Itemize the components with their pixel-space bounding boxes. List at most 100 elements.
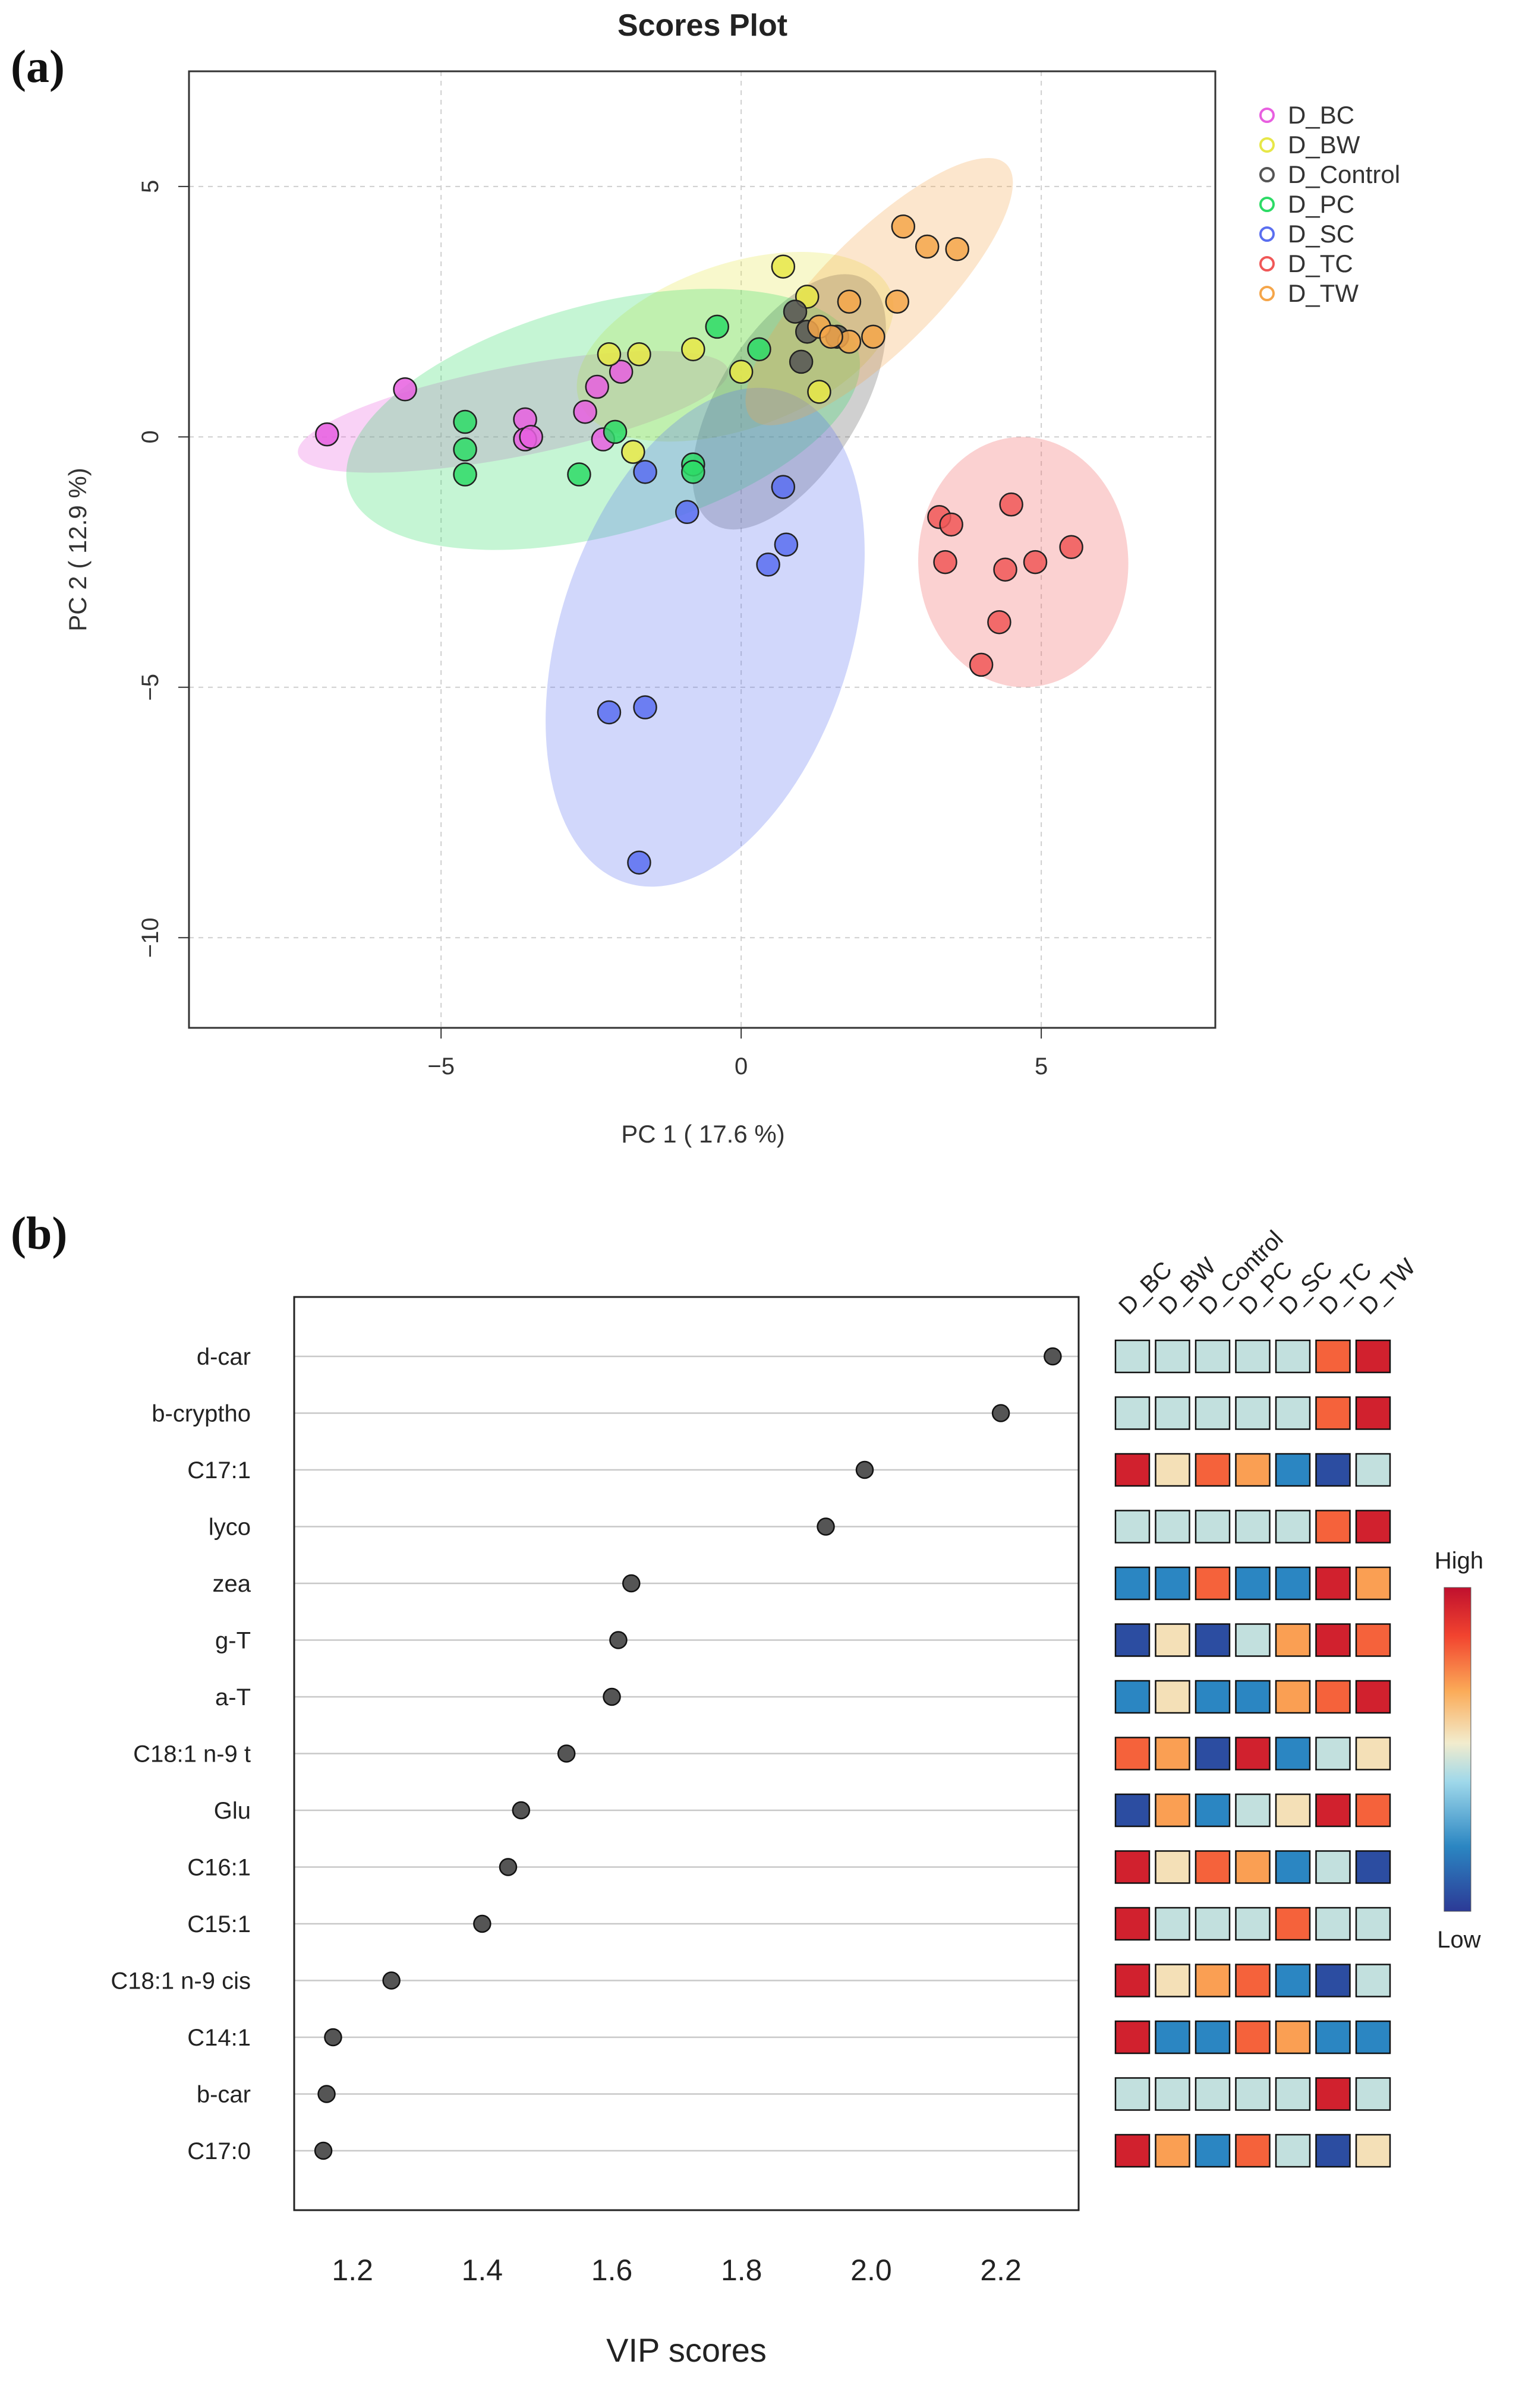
point-D_SC <box>633 695 657 719</box>
point-D_BW <box>807 380 831 404</box>
vip-point <box>473 1914 491 1933</box>
scores-y-tick-label: −5 <box>137 674 163 701</box>
scores-y-ticks: 5 0 −5 −10 <box>137 180 189 958</box>
heatmap-cell <box>1235 1964 1271 1997</box>
legend-label-D_BW: D_BW <box>1288 131 1360 159</box>
vip-x-tick-label: 1.4 <box>462 2254 503 2287</box>
vip-point <box>324 2028 342 2047</box>
point-D_BC <box>609 359 634 384</box>
vip-x-ticks: 1.2 1.4 1.6 1.8 2.0 2.2 <box>332 2254 1021 2287</box>
legend-marker-D_TW <box>1259 286 1275 301</box>
heatmap-cell <box>1195 1623 1231 1657</box>
vip-x-axis-label: VIP scores <box>606 2331 767 2369</box>
heatmap-cell <box>1114 1623 1151 1657</box>
point-D_SC <box>756 553 780 577</box>
heatmap-cell <box>1235 1907 1271 1941</box>
heatmap-cell <box>1155 1907 1190 1941</box>
heatmap-cell <box>1155 1623 1190 1657</box>
heatmap-cell <box>1355 1907 1391 1941</box>
point-D_TW <box>945 236 969 261</box>
vip-point <box>991 1404 1010 1422</box>
heatmap-cell <box>1114 1396 1151 1430</box>
heatmap-cell <box>1235 2020 1271 2054</box>
heatmap-cell <box>1235 1396 1271 1430</box>
heatmap-cell <box>1315 2134 1351 2168</box>
vip-feature-labels: d-car b-cryptho C17:1 lyco zea g-T a-T C18:1 n-… <box>111 1344 251 2164</box>
legend-label-D_PC: D_PC <box>1288 190 1354 218</box>
heatmap-cell <box>1195 2020 1231 2054</box>
vip-feature-label: lyco <box>209 1514 251 1541</box>
heatmap-cell <box>1235 1510 1271 1544</box>
point-D_PC <box>747 337 771 362</box>
vip-point <box>317 2085 336 2103</box>
legend-marker-D_BC <box>1259 108 1275 123</box>
heatmap-cell <box>1114 1964 1151 1997</box>
vip-feature-label: b-cryptho <box>152 1401 251 1427</box>
heatmap-cell <box>1155 2134 1190 2168</box>
heatmap-cell <box>1114 2077 1151 2111</box>
heatmap-cell <box>1235 1453 1271 1487</box>
vip-point <box>622 1574 641 1593</box>
heatmap-cell <box>1235 1850 1271 1884</box>
heatmap-cell <box>1114 1453 1151 1487</box>
heatmap-cell <box>1235 1623 1271 1657</box>
point-D_PC <box>453 437 477 462</box>
heatmap-cell <box>1315 2020 1351 2054</box>
heatmap-cell <box>1355 1453 1391 1487</box>
heatmap-cell <box>1315 1850 1351 1884</box>
heatmap-cell <box>1315 1680 1351 1714</box>
heatmap-cell <box>1275 1907 1311 1941</box>
vip-feature-label: C15:1 <box>187 1911 251 1937</box>
heatmap-cell <box>1275 1339 1311 1374</box>
scores-ellipses <box>298 157 1129 887</box>
heatmap-cell <box>1195 2077 1231 2111</box>
point-D_BC <box>393 377 417 402</box>
heatmap-cell <box>1114 1566 1151 1601</box>
vip-plot: d-car b-cryptho C17:1 lyco zea g-T a-T C18:1 n-… <box>111 1226 1483 2369</box>
point-D_TW <box>915 234 940 259</box>
vip-feature-label: Glu <box>214 1798 251 1824</box>
scores-x-tick-label: −5 <box>427 1053 455 1080</box>
point-D_PC <box>453 409 477 434</box>
scores-grid <box>189 71 1215 1028</box>
heatmap-cell <box>1275 1737 1311 1771</box>
point-D_TC <box>999 492 1023 517</box>
heatmap-cell <box>1355 1680 1391 1714</box>
vip-feature-label: C17:0 <box>187 2138 251 2164</box>
vip-feature-label: b-car <box>197 2082 251 2108</box>
heatmap-cell <box>1155 1680 1190 1714</box>
scores-plot-frame <box>188 70 1217 1029</box>
heatmap-cell <box>1315 1793 1351 1828</box>
heatmap-cell <box>1114 1907 1151 1941</box>
vip-feature-label: zea <box>213 1571 251 1597</box>
heatmap-cell <box>1195 1737 1231 1771</box>
legend-marker-D_SC <box>1259 226 1275 242</box>
vip-x-tick-label: 1.6 <box>591 2254 633 2287</box>
heatmap-cell <box>1235 1737 1271 1771</box>
heatmap-cell <box>1315 1396 1351 1430</box>
heatmap-cell <box>1275 1964 1311 1997</box>
heatmap-cell <box>1355 1396 1391 1430</box>
heatmap-cell <box>1114 1737 1151 1771</box>
heatmap-cell <box>1155 1396 1190 1430</box>
vip-x-tick-label: 1.2 <box>332 2254 373 2287</box>
point-D_PC <box>705 314 729 339</box>
heatmap-cell <box>1195 1566 1231 1601</box>
heatmap-cell <box>1155 1453 1190 1487</box>
heatmap-cell <box>1315 1339 1351 1374</box>
point-D_TW <box>891 214 916 239</box>
point-D_BW <box>681 337 705 362</box>
heatmap-cell <box>1275 1396 1311 1430</box>
vip-point <box>855 1460 874 1479</box>
heatmap-cell <box>1315 1964 1351 1997</box>
scores-x-tick-label: 0 <box>735 1053 748 1080</box>
point-D_BW <box>597 342 622 367</box>
vip-feature-label: C18:1 n-9 t <box>133 1741 251 1768</box>
vip-feature-label: g-T <box>215 1628 251 1654</box>
heatmap-cell <box>1355 1339 1391 1374</box>
heatmap-cell <box>1275 1566 1311 1601</box>
heatmap-cell <box>1355 2077 1391 2111</box>
heatmap-cell <box>1195 1907 1231 1941</box>
heatmap-cell <box>1355 2134 1391 2168</box>
